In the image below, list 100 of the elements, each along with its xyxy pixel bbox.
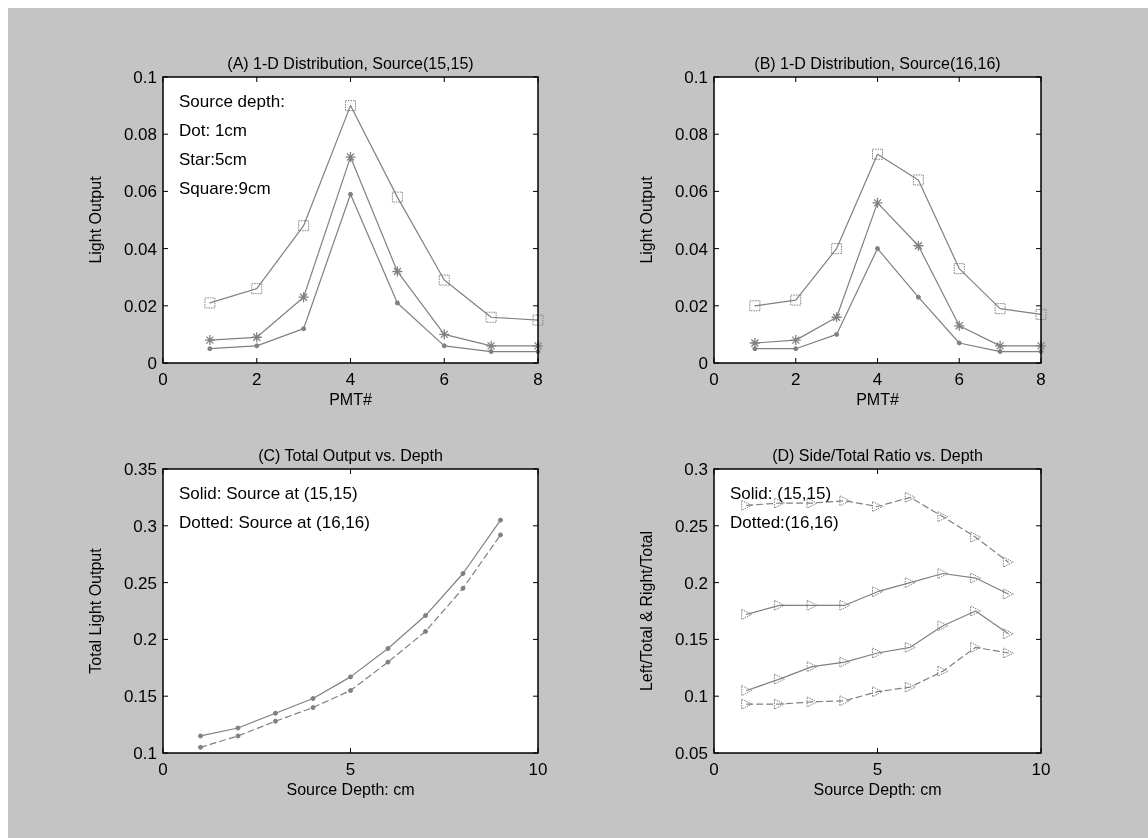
point — [970, 572, 982, 584]
point — [773, 599, 785, 611]
y-tick-label: 0.1 — [133, 743, 157, 763]
point — [251, 283, 263, 295]
point — [1002, 588, 1014, 600]
y-axis-title: Light Output — [638, 175, 655, 264]
y-tick-label: 0.35 — [123, 459, 157, 479]
y-tick-label: 0.02 — [674, 296, 708, 316]
point — [872, 686, 883, 698]
point — [839, 656, 851, 668]
point — [204, 334, 216, 346]
point — [953, 320, 965, 332]
point — [806, 696, 818, 708]
point — [937, 568, 949, 580]
chart-title: (A) 1-D Distribution, Source(15,15) — [227, 55, 474, 72]
point — [839, 495, 851, 507]
chart-title: (B) 1-D Distribution, Source(16,16) — [754, 55, 1001, 72]
point — [391, 191, 403, 203]
point — [871, 197, 884, 209]
y-tick-label: 0.15 — [674, 630, 708, 650]
point — [953, 263, 965, 275]
point — [970, 605, 982, 617]
point — [904, 681, 916, 693]
point — [773, 673, 785, 685]
x-tick-label: 6 — [954, 370, 964, 389]
point — [345, 100, 356, 112]
point — [1002, 628, 1014, 640]
y-tick-label: 0.15 — [123, 687, 157, 707]
point — [1002, 647, 1014, 659]
point — [912, 174, 924, 186]
point — [251, 331, 263, 343]
annotation: Dot: 1cm — [179, 121, 248, 140]
point — [1002, 556, 1014, 568]
x-axis-title: Source Depth: cm — [813, 781, 942, 798]
y-tick-label: 0.04 — [123, 239, 157, 259]
x-tick-label: 2 — [791, 370, 801, 389]
y-tick-label: 0.05 — [674, 743, 708, 763]
point — [937, 665, 949, 677]
point — [204, 297, 216, 309]
point — [391, 265, 404, 278]
point — [872, 586, 883, 598]
point — [438, 274, 450, 286]
x-tick-label: 5 — [345, 760, 356, 779]
point — [749, 300, 761, 312]
x-tick-label: 8 — [1036, 370, 1046, 389]
point — [830, 311, 843, 323]
y-tick-label: 0.25 — [674, 516, 708, 536]
x-tick-label: 5 — [872, 760, 883, 779]
point — [741, 608, 753, 620]
point — [937, 620, 949, 632]
point — [970, 531, 982, 543]
y-axis-title: Light Output — [87, 175, 104, 264]
y-tick-label: 0.08 — [123, 125, 157, 145]
y-tick-label: 0 — [698, 353, 708, 373]
x-tick-label: 10 — [528, 760, 548, 779]
x-axis-title: PMT# — [329, 391, 372, 408]
annotation: Star:5cm — [179, 150, 248, 169]
point — [297, 291, 310, 303]
x-tick-label: 2 — [252, 370, 262, 389]
annotation: Solid: (15,15) — [730, 484, 832, 503]
y-tick-label: 0 — [147, 353, 157, 373]
y-tick-label: 0.2 — [133, 630, 157, 650]
y-tick-label: 0.06 — [674, 182, 708, 202]
point — [741, 685, 753, 697]
annotation: Source depth: — [179, 92, 285, 111]
point — [970, 641, 982, 653]
annotation: Dotted: Source at (16,16) — [179, 513, 370, 532]
point — [790, 294, 802, 306]
annotation: Dotted:(16,16) — [730, 513, 839, 532]
y-axis-title: Total Light Output — [87, 547, 104, 674]
x-tick-label: 8 — [533, 370, 543, 389]
chart-title: (D) Side/Total Ratio vs. Depth — [772, 447, 983, 464]
y-tick-label: 0.06 — [123, 182, 157, 202]
y-tick-label: 0.3 — [133, 516, 157, 536]
point — [741, 499, 753, 511]
point — [485, 311, 497, 323]
y-tick-label: 0.04 — [674, 239, 708, 259]
y-tick-label: 0.3 — [684, 459, 708, 479]
point — [790, 334, 802, 346]
annotation: Square:9cm — [179, 179, 271, 198]
x-axis-title: Source Depth: cm — [286, 781, 415, 798]
y-tick-label: 0.02 — [123, 296, 157, 316]
x-tick-label: 10 — [1031, 760, 1051, 779]
y-tick-label: 0.1 — [684, 687, 708, 707]
point — [872, 148, 883, 160]
point — [1035, 308, 1047, 320]
y-tick-label: 0.08 — [674, 125, 708, 145]
point — [806, 661, 818, 673]
x-axis-title: PMT# — [856, 391, 899, 408]
point — [298, 220, 310, 232]
y-tick-label: 0.2 — [684, 573, 708, 593]
point — [904, 641, 916, 653]
point — [904, 491, 916, 503]
point — [806, 599, 818, 611]
point — [912, 240, 925, 252]
y-tick-label: 0.25 — [123, 573, 157, 593]
y-axis-title: Left/Total & Right/Total — [638, 530, 655, 692]
chart-title: (C) Total Output vs. Depth — [258, 447, 443, 464]
point — [839, 599, 851, 611]
point — [741, 698, 753, 710]
